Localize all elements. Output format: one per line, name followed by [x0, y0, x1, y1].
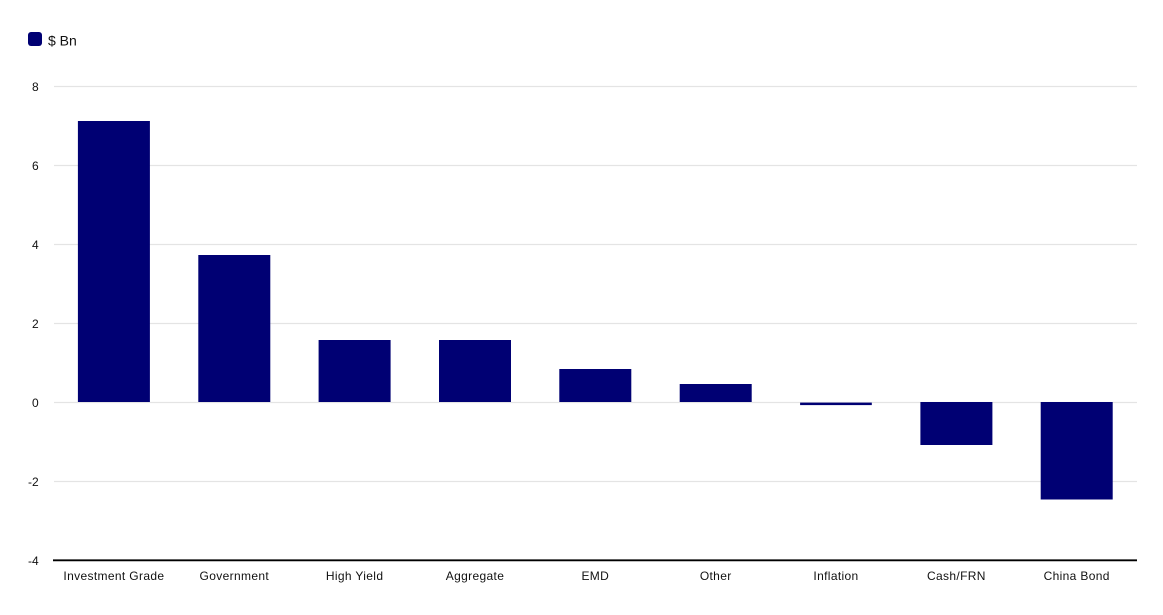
svg-text:-4: -4 — [28, 554, 39, 568]
svg-text:Inflation: Inflation — [813, 569, 858, 583]
svg-text:High Yield: High Yield — [326, 569, 384, 583]
svg-text:4: 4 — [32, 238, 39, 252]
svg-text:Aggregate: Aggregate — [446, 569, 505, 583]
svg-text:$ Bn: $ Bn — [48, 32, 77, 48]
svg-text:Other: Other — [700, 569, 732, 583]
svg-text:2: 2 — [32, 317, 39, 331]
svg-text:EMD: EMD — [581, 569, 609, 583]
svg-text:6: 6 — [32, 159, 39, 173]
svg-text:-2: -2 — [28, 475, 39, 489]
svg-text:Cash/FRN: Cash/FRN — [927, 569, 986, 583]
svg-text:0: 0 — [32, 396, 39, 410]
svg-text:China Bond: China Bond — [1044, 569, 1110, 583]
svg-text:8: 8 — [32, 80, 39, 94]
svg-text:Investment Grade: Investment Grade — [63, 569, 164, 583]
svg-text:Government: Government — [200, 569, 270, 583]
